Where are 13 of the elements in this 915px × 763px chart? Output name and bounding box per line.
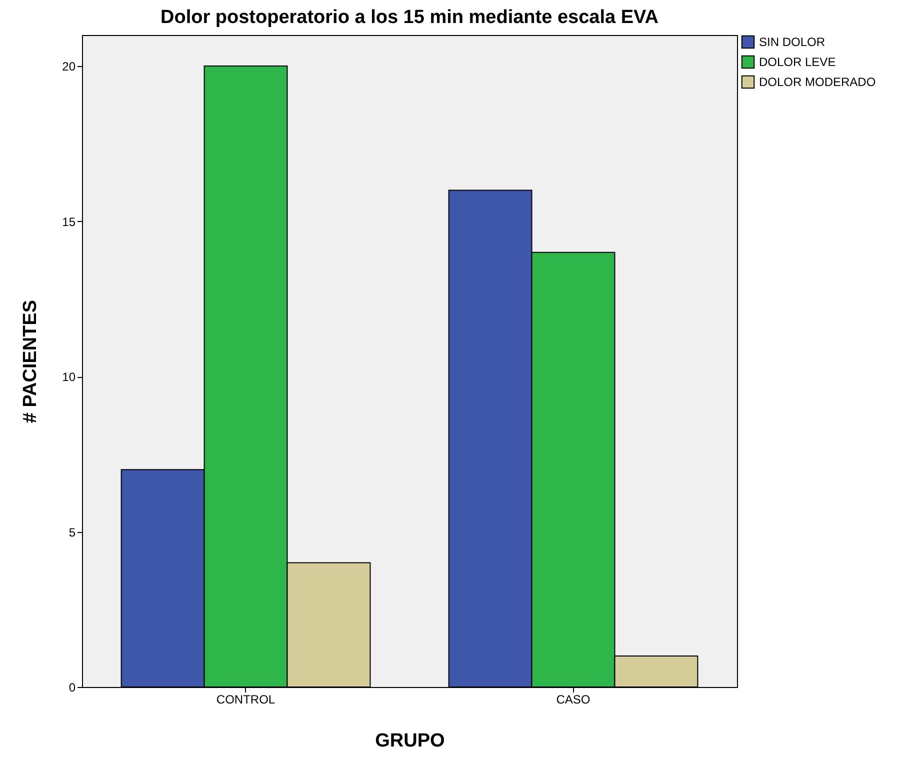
x-tick-label: CONTROL [216,692,276,706]
y-tick-label: 15 [62,214,76,229]
y-tick-label: 20 [62,60,76,74]
y-axis-title: # PACIENTES [20,300,42,424]
y-tick-label: 5 [68,525,76,540]
x-tick-label: CASO [556,692,590,706]
chart-title: Dolor postoperatorio a los 15 min mediante escala EVA [160,7,659,28]
x-axis-title: GRUPO [375,730,445,752]
legend-label: SIN DOLOR [759,35,826,49]
legend-label: DOLOR MODERADO [759,75,876,89]
y-tick-label: 0 [68,680,76,694]
y-tick-label: 10 [62,370,76,384]
legend-label: DOLOR LEVE [759,55,836,69]
